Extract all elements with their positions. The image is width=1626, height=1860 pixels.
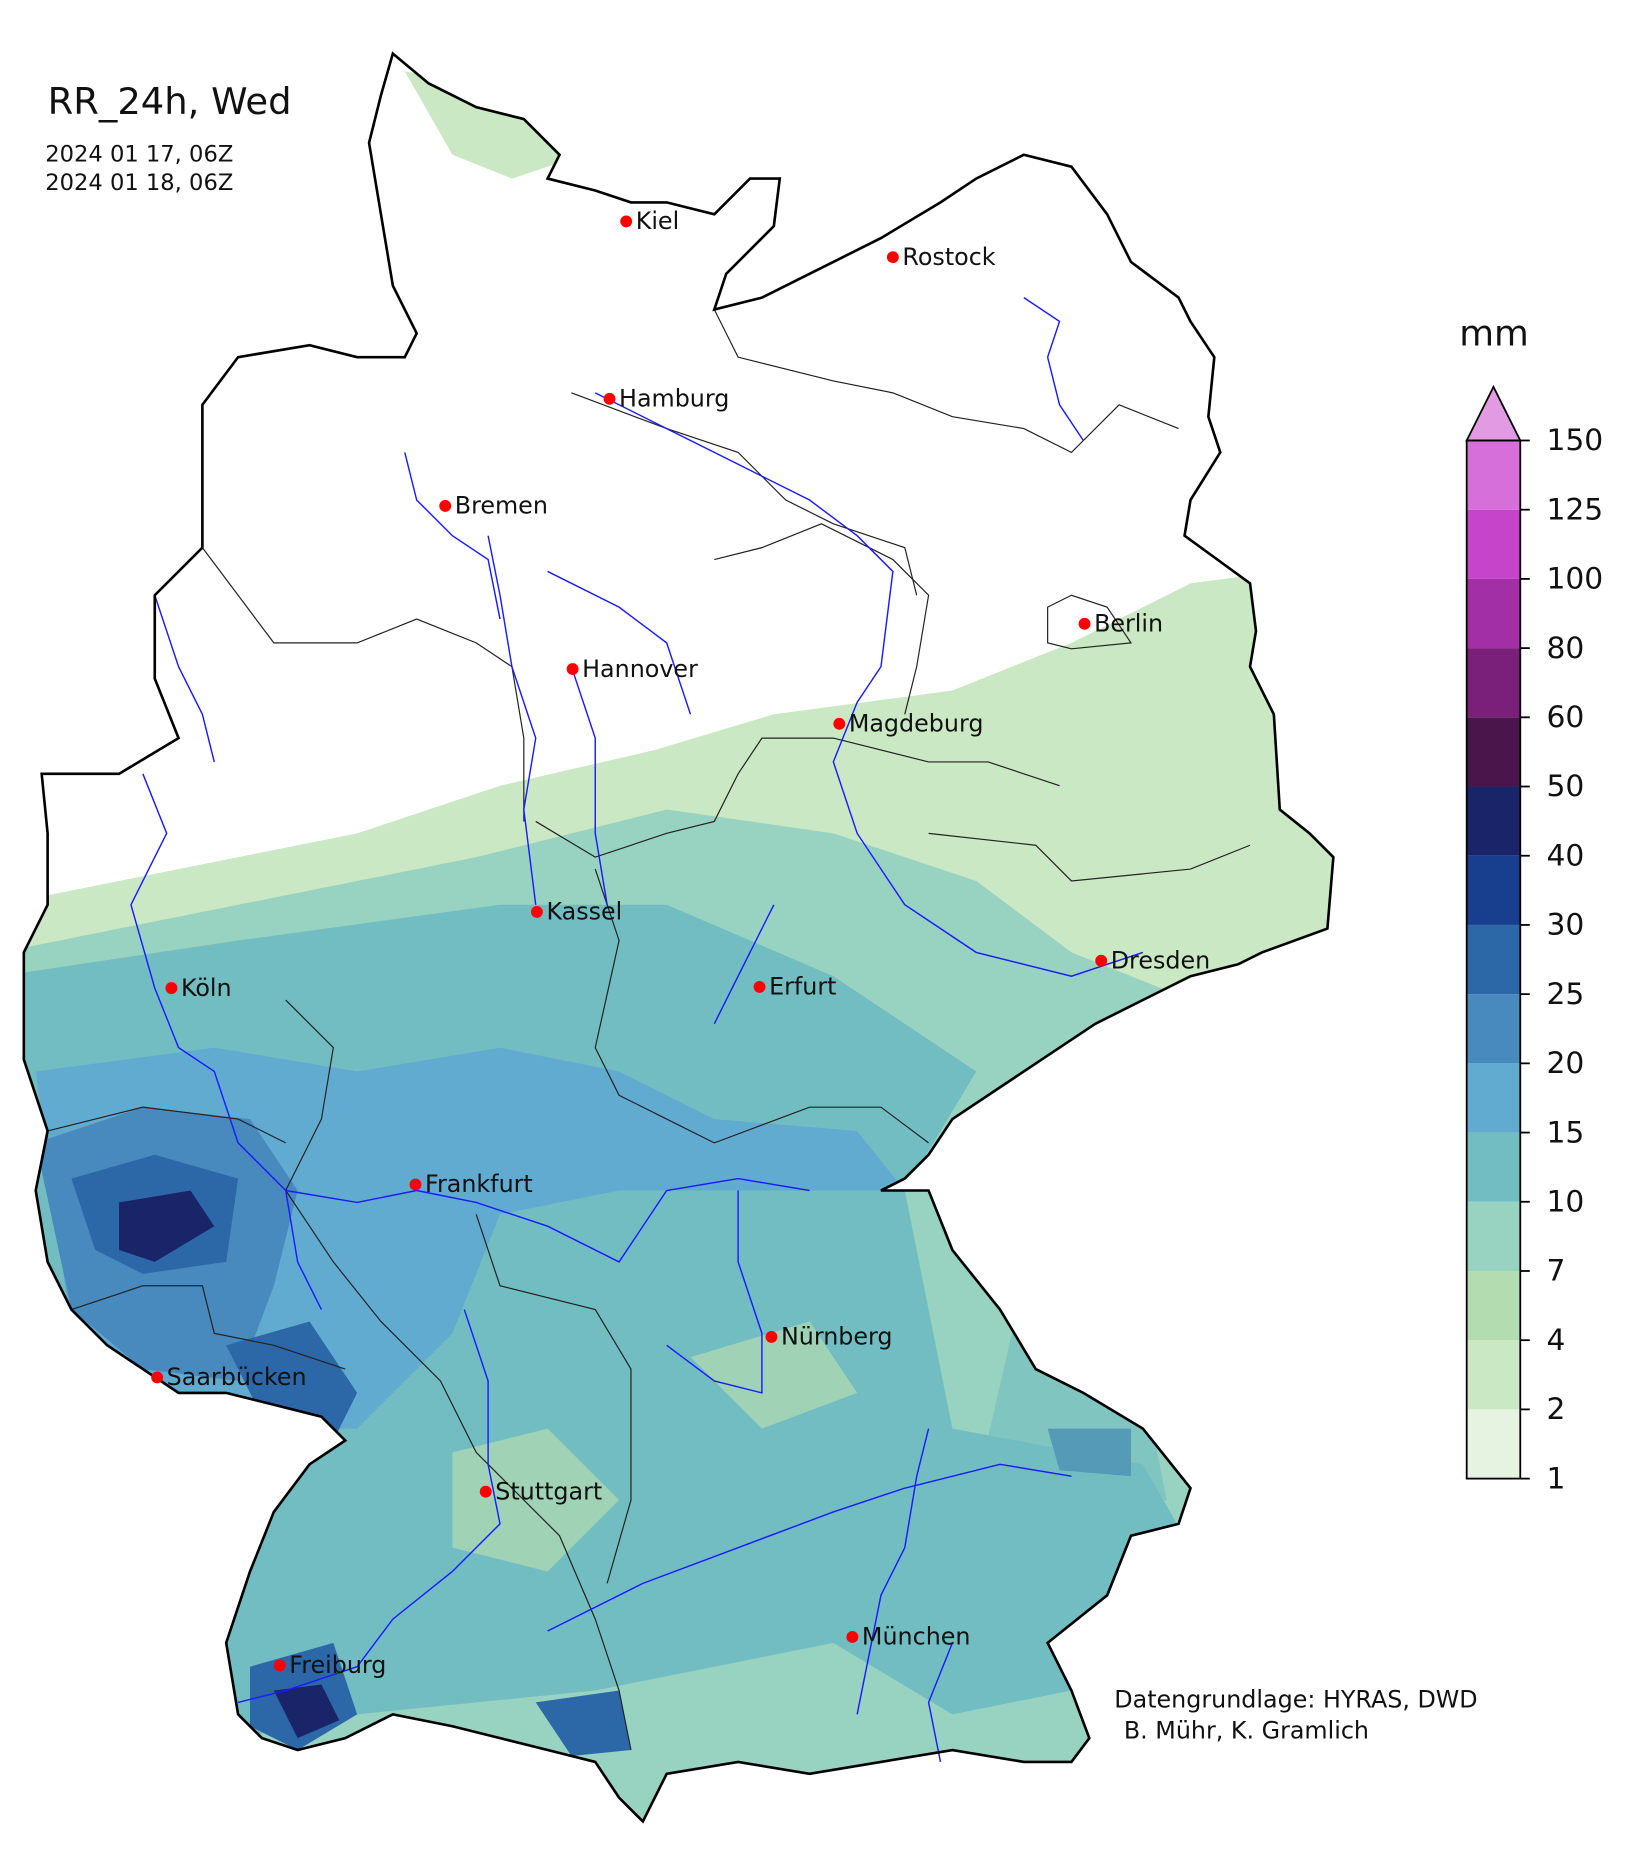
city-dot bbox=[620, 215, 633, 228]
city-dot bbox=[886, 251, 899, 264]
colorbar-tick-label: 80 bbox=[1546, 631, 1584, 666]
colorbar-tick-label: 1 bbox=[1546, 1461, 1565, 1496]
city-label: Hamburg bbox=[619, 385, 729, 413]
city-label: München bbox=[862, 1623, 971, 1651]
city-label: Hannover bbox=[582, 655, 698, 683]
city-dot bbox=[753, 980, 766, 993]
credit-source: Datengrundlage: HYRAS, DWD bbox=[1114, 1686, 1477, 1714]
city-dot bbox=[530, 905, 543, 918]
city-label: Stuttgart bbox=[495, 1477, 602, 1505]
colorbar-tick-label: 20 bbox=[1546, 1046, 1584, 1081]
city-dot bbox=[409, 1178, 422, 1191]
colorbar-tick-label: 60 bbox=[1546, 700, 1584, 735]
city-layer: Kiel Rostock Hamburg Bremen Berlin Hannover Ma… bbox=[151, 207, 1210, 1679]
colorbar-label: mm bbox=[1459, 314, 1529, 355]
city-label: Berlin bbox=[1094, 610, 1163, 638]
city-label: Erfurt bbox=[769, 973, 836, 1001]
city-label: Bremen bbox=[455, 492, 548, 520]
colorbar-segment bbox=[1466, 578, 1521, 649]
colorbar-segment bbox=[1466, 1132, 1521, 1202]
colorbar-tick-label: 10 bbox=[1546, 1184, 1584, 1219]
colorbar-segment bbox=[1466, 1409, 1521, 1479]
city-label: Magdeburg bbox=[849, 710, 984, 738]
city-label: Saarbücken bbox=[167, 1363, 307, 1391]
colorbar-tick-label: 150 bbox=[1546, 423, 1603, 458]
city-dot bbox=[273, 1659, 286, 1672]
colorbar-segment bbox=[1466, 786, 1521, 856]
colorbar-segment bbox=[1466, 717, 1521, 787]
colorbar-tick-label: 50 bbox=[1546, 769, 1584, 804]
period-end: 2024 01 18, 06Z bbox=[45, 170, 233, 196]
city-dot bbox=[439, 500, 452, 512]
colorbar-segment bbox=[1466, 1201, 1521, 1271]
credit-authors: B. Mühr, K. Gramlich bbox=[1124, 1717, 1369, 1745]
colorbar: 1 2 4 7 10 15 20 25 30 40 50 60 80 100 125 150 bbox=[1465, 384, 1603, 1496]
colorbar-tick-label: 4 bbox=[1546, 1323, 1565, 1358]
city-dot bbox=[479, 1485, 492, 1498]
colorbar-tick-label: 100 bbox=[1546, 562, 1603, 597]
colorbar-segment bbox=[1466, 509, 1521, 579]
colorbar-tick-label: 15 bbox=[1546, 1115, 1584, 1150]
colorbar-segment bbox=[1466, 994, 1521, 1064]
map-title: RR_24h, Wed bbox=[48, 80, 292, 123]
period-start: 2024 01 17, 06Z bbox=[45, 141, 233, 167]
city-label: Kassel bbox=[546, 898, 622, 926]
city-label: Nürnberg bbox=[781, 1323, 893, 1351]
colorbar-segment bbox=[1466, 1340, 1521, 1410]
city-dot bbox=[165, 982, 178, 995]
colorbar-extend bbox=[1465, 384, 1522, 442]
city-label: Rostock bbox=[902, 243, 995, 271]
colorbar-segment bbox=[1466, 440, 1521, 510]
city-dot bbox=[1078, 617, 1091, 630]
colorbar-tick-label: 25 bbox=[1546, 977, 1584, 1012]
city-label: Dresden bbox=[1111, 946, 1210, 974]
city-label: Köln bbox=[181, 974, 232, 1002]
city-label: Freiburg bbox=[289, 1651, 386, 1679]
city-label: Kiel bbox=[636, 207, 679, 235]
colorbar-segment bbox=[1466, 1063, 1521, 1133]
colorbar-tick-label: 7 bbox=[1546, 1254, 1565, 1289]
city-dot bbox=[603, 392, 616, 405]
colorbar-tick-label: 30 bbox=[1546, 908, 1584, 943]
city-dot bbox=[1095, 954, 1108, 967]
city-dot bbox=[566, 663, 579, 676]
city-dot bbox=[765, 1330, 778, 1343]
precip-field bbox=[23, 71, 1334, 1822]
colorbar-frame bbox=[1465, 439, 1522, 1480]
colorbar-segment bbox=[1466, 855, 1521, 925]
colorbar-tick-label: 40 bbox=[1546, 838, 1584, 873]
colorbar-tick-label: 2 bbox=[1546, 1392, 1565, 1427]
colorbar-tick-label: 125 bbox=[1546, 492, 1603, 527]
city-dot bbox=[151, 1371, 164, 1384]
city-dot bbox=[833, 717, 846, 730]
colorbar-segment bbox=[1466, 648, 1521, 718]
city-dot bbox=[846, 1630, 859, 1643]
colorbar-segment bbox=[1466, 1270, 1521, 1341]
colorbar-segment bbox=[1466, 924, 1521, 995]
city-label: Frankfurt bbox=[425, 1170, 533, 1198]
